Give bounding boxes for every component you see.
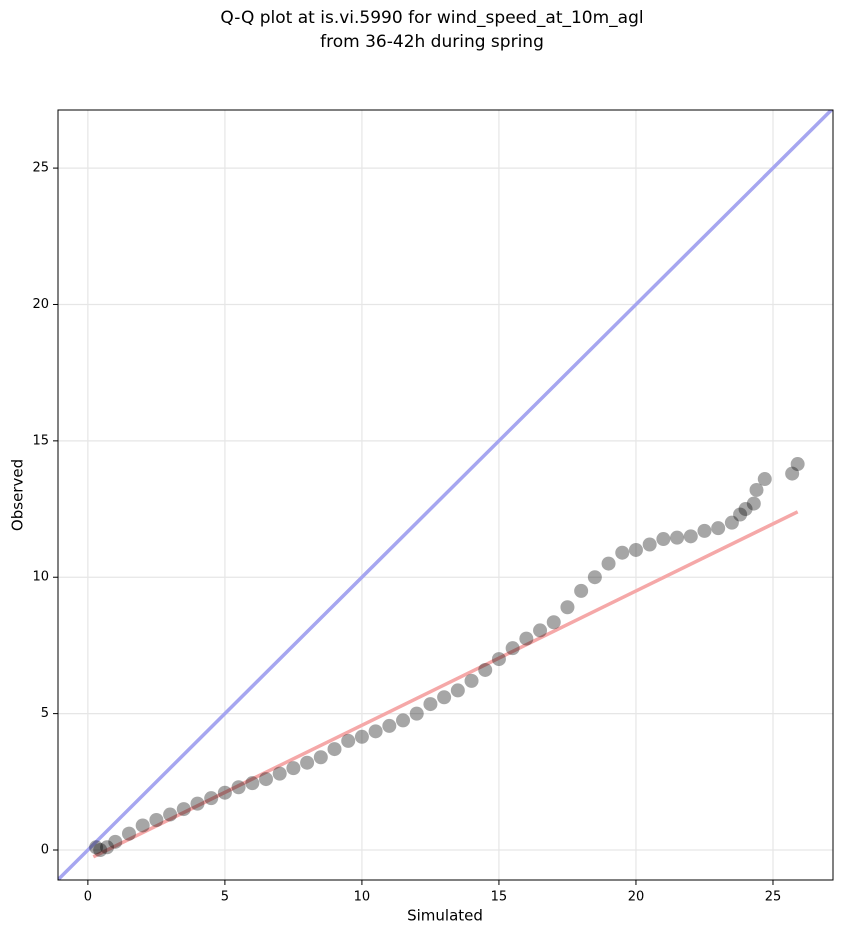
point (108, 834, 123, 849)
point (587, 570, 602, 585)
x-tick-label: 25 (765, 890, 782, 905)
y-tick-label: 0 (41, 842, 49, 857)
reference-line (58, 110, 833, 880)
point (259, 772, 274, 787)
grid (58, 110, 833, 880)
point (100, 840, 115, 855)
point (217, 785, 232, 800)
point (382, 718, 397, 733)
point (505, 641, 520, 656)
point (272, 766, 287, 781)
x-tick-label: 0 (84, 890, 92, 905)
point (341, 733, 356, 748)
point (757, 472, 772, 487)
x-axis-label: Simulated (407, 907, 483, 925)
point (300, 755, 315, 770)
x-tick-label: 20 (628, 890, 645, 905)
point (437, 690, 452, 705)
point (711, 521, 726, 536)
point (423, 697, 438, 712)
point (93, 842, 108, 857)
point (478, 662, 493, 677)
point (642, 537, 657, 552)
point (615, 545, 630, 560)
point (560, 600, 575, 615)
point (245, 776, 260, 791)
point (628, 542, 643, 557)
point (464, 673, 479, 688)
point (546, 615, 561, 630)
point (670, 530, 685, 545)
plot-area (58, 110, 833, 880)
x-tick-label: 5 (221, 890, 229, 905)
point (313, 750, 328, 765)
point (354, 729, 369, 744)
point (163, 807, 178, 822)
point (785, 466, 800, 481)
y-tick-label: 5 (41, 706, 49, 721)
chart-title: from 36-42h during spring (320, 32, 544, 52)
reference-line (92, 510, 799, 859)
point (231, 780, 246, 795)
point (491, 652, 506, 667)
point (697, 523, 712, 538)
point (368, 724, 383, 739)
point (746, 496, 761, 511)
point (724, 515, 739, 530)
point (327, 742, 342, 757)
point (683, 529, 698, 544)
point (601, 556, 616, 571)
y-tick-label: 10 (32, 570, 49, 585)
chart-title: Q-Q plot at is.vi.5990 for wind_speed_at… (220, 8, 643, 28)
point (574, 583, 589, 598)
point (286, 761, 301, 776)
x-tick-label: 10 (354, 890, 371, 905)
plot-frame (57, 109, 834, 881)
y-tick-label: 15 (32, 433, 49, 448)
point (790, 457, 805, 472)
point (149, 812, 164, 827)
point (450, 683, 465, 698)
y-axis-label: Observed (9, 459, 27, 531)
point (738, 502, 753, 517)
point (749, 482, 764, 497)
point (396, 713, 411, 728)
point (409, 706, 424, 721)
x-tick-label: 15 (491, 890, 508, 905)
point (89, 840, 104, 855)
point (519, 631, 534, 646)
point (190, 796, 205, 811)
y-tick-label: 20 (32, 297, 49, 312)
point (176, 802, 191, 817)
point (135, 818, 150, 833)
y-tick-label: 25 (32, 161, 49, 176)
point (656, 532, 671, 547)
point (733, 507, 748, 522)
point (121, 826, 136, 841)
point (533, 623, 548, 638)
point (204, 791, 219, 806)
